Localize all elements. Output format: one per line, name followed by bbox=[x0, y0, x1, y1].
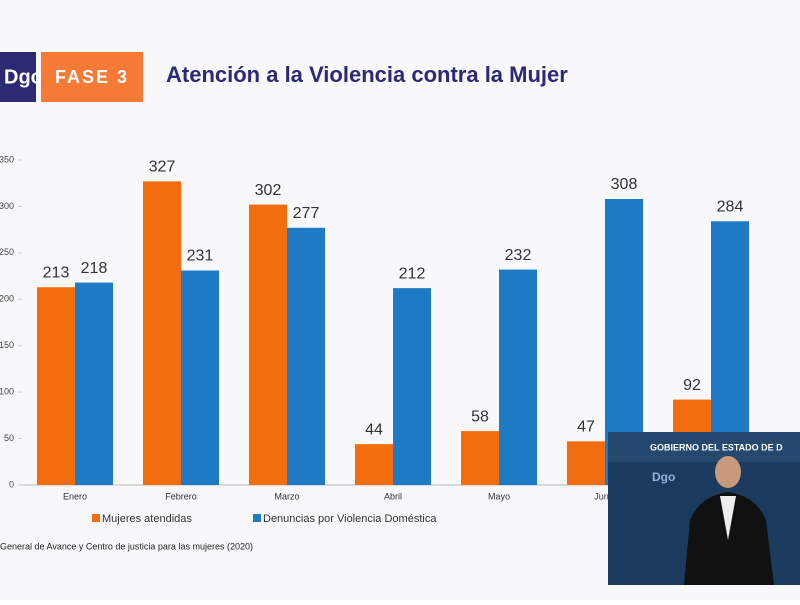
bar bbox=[143, 181, 181, 485]
data-label: 327 bbox=[149, 159, 176, 176]
phase-box bbox=[41, 52, 143, 102]
logo: Dgo bbox=[4, 66, 43, 88]
data-label: 232 bbox=[505, 247, 532, 264]
x-tick-label: Abril bbox=[384, 491, 402, 501]
bar bbox=[75, 282, 113, 485]
data-label: 231 bbox=[187, 248, 214, 265]
phase: FASE 3 bbox=[55, 67, 129, 87]
data-label: 308 bbox=[611, 176, 638, 193]
data-label: 284 bbox=[717, 199, 744, 216]
source: General de Avance y Centro de justicia p… bbox=[0, 541, 253, 551]
slide-title: Atención a la Violencia contra la Mujer bbox=[166, 62, 568, 87]
y-tick-label: 100 bbox=[0, 387, 14, 397]
legend-swatch bbox=[92, 514, 100, 522]
y-tick-label: 200 bbox=[0, 294, 14, 304]
person-body bbox=[684, 492, 774, 585]
y-tick-label: 300 bbox=[0, 201, 14, 211]
video-banner bbox=[608, 432, 800, 462]
data-label: 92 bbox=[683, 377, 701, 394]
logo-box bbox=[0, 52, 36, 102]
data-label: 58 bbox=[471, 408, 489, 425]
data-label: 277 bbox=[293, 205, 320, 222]
y-tick-label: 50 bbox=[4, 433, 14, 443]
bar bbox=[249, 204, 287, 486]
bar bbox=[181, 270, 219, 485]
y-tick-label: 150 bbox=[0, 340, 14, 350]
video-overlay: GOBIERNO DEL ESTADO DE D Dgo bbox=[608, 432, 800, 585]
person-shirt bbox=[720, 496, 736, 540]
person-head bbox=[715, 456, 741, 488]
data-label: 302 bbox=[255, 182, 282, 199]
video-logo: Dgo bbox=[652, 470, 675, 484]
x-tick-label: Mayo bbox=[488, 491, 510, 501]
x-tick-label: Febrero bbox=[165, 491, 197, 501]
x-tick-label: Junio bbox=[594, 491, 616, 501]
bar bbox=[37, 287, 75, 485]
y-tick-label: 0 bbox=[9, 479, 14, 489]
x-tick-label: Marzo bbox=[274, 491, 299, 501]
bar bbox=[567, 441, 605, 485]
bar bbox=[355, 444, 393, 485]
bar bbox=[393, 288, 431, 485]
bar bbox=[461, 431, 499, 485]
x-tick-label: Enero bbox=[63, 491, 87, 501]
legend-swatch bbox=[253, 514, 261, 522]
video-banner-text: GOBIERNO DEL ESTADO DE D bbox=[650, 442, 783, 452]
y-tick-label: 350 bbox=[0, 154, 14, 164]
data-label: 212 bbox=[399, 265, 426, 282]
bar bbox=[499, 269, 537, 485]
data-label: 218 bbox=[81, 260, 108, 277]
legend-label: Mujeres atendidas bbox=[102, 513, 192, 525]
y-tick-label: 250 bbox=[0, 247, 14, 257]
bar bbox=[287, 227, 325, 486]
data-label: 47 bbox=[577, 419, 595, 436]
data-label: 213 bbox=[43, 264, 70, 281]
legend-label: Denuncias por Violencia Doméstica bbox=[263, 513, 437, 525]
data-label: 44 bbox=[365, 421, 383, 438]
